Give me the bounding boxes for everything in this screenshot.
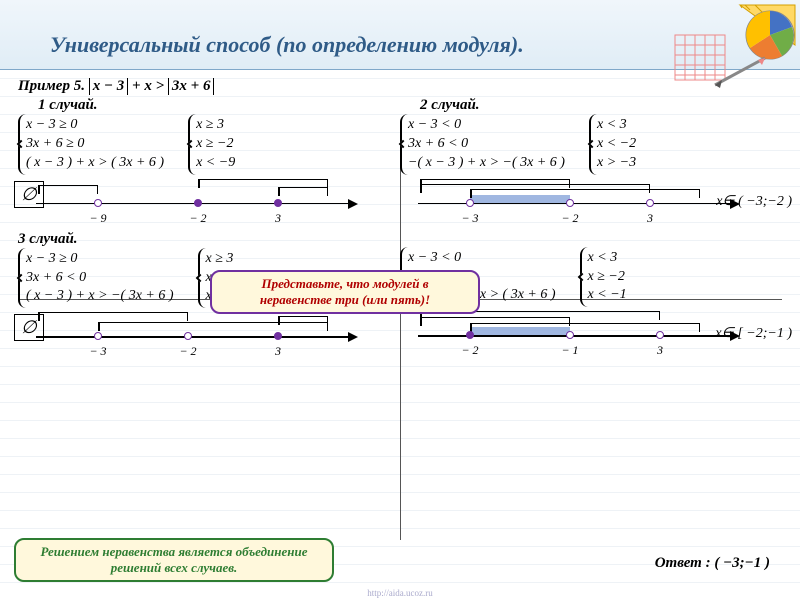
case-1-sys-b: x ≥ 3 x ≥ −2 x < −9 <box>188 114 239 175</box>
pt-label: − 9 <box>89 211 106 226</box>
eq: 3x + 6 ≥ 0 <box>26 135 164 154</box>
case-4-sys-b: x < 3 x ≥ −2 x < −1 <box>580 247 631 308</box>
eq: x < 3 <box>597 116 636 135</box>
case-2-sys-a: x − 3 < 0 3x + 6 < 0 −( x − 3 ) + x > −(… <box>400 114 569 175</box>
pt-label: − 3 <box>461 211 478 226</box>
abs-expr-2: 3x + 6 <box>168 78 215 95</box>
eq: x − 3 ≥ 0 <box>26 116 164 135</box>
pt-label: 3 <box>647 211 653 226</box>
pt-label: − 2 <box>561 211 578 226</box>
case-4-result: x∈ [ −2;−1 ) <box>715 325 792 342</box>
hint-callout: Представьте, что модулей в неравенстве т… <box>210 270 480 314</box>
pt-label: − 2 <box>189 211 206 226</box>
eq: x ≥ −2 <box>588 268 627 287</box>
eq: x − 3 < 0 <box>408 116 565 135</box>
case-2-numberline: − 3 − 2 3 x∈ ( −3;−2 ) <box>400 177 782 221</box>
abs-expr-1: x − 3 <box>89 78 129 95</box>
example-line: Пример 5. x − 3 + x > 3x + 6 <box>18 78 782 95</box>
example-label: Пример 5. <box>18 78 85 94</box>
case-3-sys-a: x − 3 ≥ 0 3x + 6 < 0 ( x − 3 ) + x > −( … <box>18 248 178 309</box>
case-3-numberline: − 3 − 2 3 ∅ <box>18 310 400 354</box>
case-1: 1 случай. x − 3 ≥ 0 3x + 6 ≥ 0 ( x − 3 )… <box>18 97 400 221</box>
case-1-sys-a: x − 3 ≥ 0 3x + 6 ≥ 0 ( x − 3 ) + x > ( 3… <box>18 114 168 175</box>
eq: 3x + 6 < 0 <box>408 135 565 154</box>
pt-label: 3 <box>275 344 281 359</box>
eq: x < 3 <box>588 249 627 268</box>
pt-label: − 3 <box>89 344 106 359</box>
pt-label: − 2 <box>179 344 196 359</box>
case-2-result: x∈ ( −3;−2 ) <box>716 193 792 210</box>
eq: ( x − 3 ) + x > ( 3x + 6 ) <box>26 154 164 173</box>
eq: x ≥ 3 <box>206 250 245 269</box>
answer: Ответ : ( −3;−1 ) <box>655 555 770 572</box>
case-1-label: 1 случай. <box>38 97 400 114</box>
case-2: 2 случай. x − 3 < 0 3x + 6 < 0 −( x − 3 … <box>400 97 782 221</box>
decoration-icon <box>670 0 800 100</box>
case-3-label: 3 случай. <box>18 231 400 248</box>
eq: 3x + 6 < 0 <box>26 269 174 288</box>
pt-label: 3 <box>275 211 281 226</box>
pt-label: − 2 <box>461 343 478 358</box>
eq: x < −1 <box>588 286 627 305</box>
eq: x ≥ −2 <box>196 135 235 154</box>
pt-label: − 1 <box>561 343 578 358</box>
eq: x − 3 < 0 <box>408 249 556 268</box>
empty-set-3: ∅ <box>14 314 44 341</box>
ineq-mid: + x > <box>132 78 164 94</box>
eq: x ≥ 3 <box>196 116 235 135</box>
eq: x < −9 <box>196 154 235 173</box>
conclusion-callout: Решением неравенства является объединени… <box>14 538 334 582</box>
empty-set-1: ∅ <box>14 181 44 208</box>
eq: −( x − 3 ) + x > −( 3x + 6 ) <box>408 154 565 173</box>
case-1-numberline: − 9 − 2 3 ∅ <box>18 177 400 221</box>
pt-label: 3 <box>657 343 663 358</box>
case-4-numberline: − 2 − 1 3 x∈ [ −2;−1 ) <box>400 309 782 353</box>
eq: x − 3 ≥ 0 <box>26 250 174 269</box>
case-2-sys-b: x < 3 x < −2 x > −3 <box>589 114 640 175</box>
eq: x > −3 <box>597 154 636 173</box>
watermark: http://aida.ucoz.ru <box>367 588 432 598</box>
page-title: Универсальный способ (по определению мод… <box>50 32 524 58</box>
eq: x < −2 <box>597 135 636 154</box>
eq: ( x − 3 ) + x > −( 3x + 6 ) <box>26 287 174 306</box>
